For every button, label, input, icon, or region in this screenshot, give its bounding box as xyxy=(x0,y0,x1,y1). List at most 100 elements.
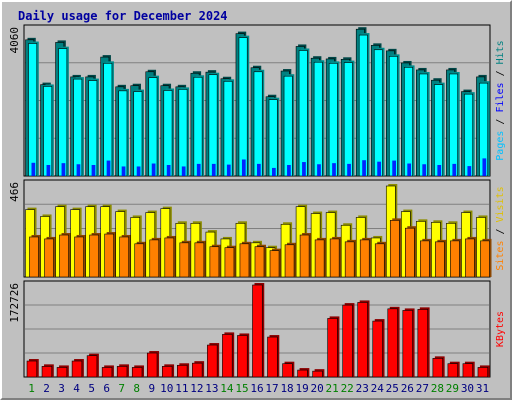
files-bar xyxy=(148,75,160,177)
kbytes-bar xyxy=(267,335,280,378)
sites-bar-face xyxy=(299,234,310,278)
sites-bar-face xyxy=(89,234,99,278)
sites-bar xyxy=(405,226,417,278)
files-bar-face xyxy=(298,50,308,177)
files-bar-face xyxy=(163,90,173,177)
kbytes-bar-face xyxy=(327,318,338,378)
files-bar xyxy=(328,61,340,177)
pages-bar xyxy=(272,167,276,176)
files-bar xyxy=(133,89,144,177)
pages-bar xyxy=(422,164,427,176)
kbytes-bar xyxy=(146,351,160,378)
files-bar-face xyxy=(193,76,203,177)
x-tick-label: 9 xyxy=(148,382,155,395)
x-tick-label: 1 xyxy=(28,382,35,395)
sites-bar xyxy=(164,235,176,278)
axis-label-separator: / xyxy=(495,113,506,131)
kbytes-bar-face xyxy=(116,366,128,378)
files-bar xyxy=(73,77,84,177)
x-tick-label: 23 xyxy=(356,382,369,395)
sites-bar-face xyxy=(164,237,175,278)
pages-bar xyxy=(91,164,96,176)
kbytes-bar xyxy=(41,364,54,378)
files-bar xyxy=(283,74,295,177)
files-bar xyxy=(163,88,175,177)
files-bar-face xyxy=(208,74,218,177)
sites-bar-face xyxy=(450,240,460,278)
x-tick-label: 6 xyxy=(103,382,110,395)
files-bar-face xyxy=(388,56,398,177)
panel-0-ymax-label: 4060 xyxy=(8,27,21,54)
kbytes-bar xyxy=(56,365,69,378)
kbytes-bar-face xyxy=(252,284,263,378)
files-bar-face xyxy=(103,63,113,177)
files-bar xyxy=(404,65,415,177)
files-bar-face xyxy=(238,37,248,177)
kbytes-bar-face xyxy=(402,310,413,378)
sites-bar xyxy=(74,234,86,278)
pages-bar xyxy=(121,166,126,176)
files-bar xyxy=(223,79,235,177)
x-tick-label: 22 xyxy=(341,382,354,395)
files-bar-face xyxy=(148,77,158,177)
pages-bar xyxy=(317,164,321,176)
files-bar-face xyxy=(404,67,413,177)
kbytes-bar-face xyxy=(357,302,368,378)
sites-bar-face xyxy=(209,246,220,278)
files-bar xyxy=(298,48,310,177)
pages-bar xyxy=(302,162,306,176)
kbytes-bar xyxy=(447,361,460,378)
kbytes-bar-face xyxy=(267,336,278,378)
kbytes-bar xyxy=(192,361,205,378)
kbytes-bar xyxy=(116,364,129,378)
files-bar xyxy=(88,78,99,177)
sites-bar xyxy=(89,233,101,278)
x-tick-label: 24 xyxy=(371,382,385,395)
sites-bar-face xyxy=(44,238,54,278)
pages-bar xyxy=(452,163,457,176)
kbytes-bar-face xyxy=(146,352,158,378)
pages-bar xyxy=(482,158,487,176)
sites-bar-face xyxy=(59,234,69,278)
files-bar xyxy=(313,60,325,177)
x-tick-label: 5 xyxy=(88,382,95,395)
kbytes-bar-face xyxy=(161,366,173,378)
files-bar-face xyxy=(358,34,368,177)
kbytes-bar xyxy=(161,364,175,378)
axis-label-pages: Pages xyxy=(495,131,506,161)
sites-bar-face xyxy=(134,243,145,278)
axis-label-separator: / xyxy=(495,222,506,240)
sites-bar-face xyxy=(104,233,114,278)
files-bar-face xyxy=(449,73,458,177)
kbytes-bar xyxy=(222,332,235,378)
kbytes-bar xyxy=(387,306,400,378)
kbytes-bar-face xyxy=(192,362,203,378)
kbytes-bar-face xyxy=(432,358,443,378)
kbytes-bar xyxy=(131,365,144,378)
files-bar xyxy=(43,84,54,177)
x-tick-label: 29 xyxy=(446,382,459,395)
kbytes-bar xyxy=(462,361,475,378)
pages-bar xyxy=(332,163,336,176)
sites-bar xyxy=(59,233,71,278)
sites-bar xyxy=(329,236,342,278)
kbytes-bar xyxy=(101,365,114,378)
x-tick-label: 11 xyxy=(175,382,188,395)
sites-bar-face xyxy=(29,236,39,278)
pages-bar xyxy=(31,162,36,176)
axis-label-kbytes: KBytes xyxy=(495,311,506,347)
sites-bar-face xyxy=(344,241,355,278)
x-tick-label: 19 xyxy=(295,382,308,395)
files-bar-face xyxy=(313,61,323,177)
x-tick-label: 13 xyxy=(205,382,218,395)
sites-bar xyxy=(269,248,282,278)
pages-bar xyxy=(196,163,201,176)
axis-label-sites: Sites xyxy=(495,241,506,271)
panel-2-axis-label: KBytes xyxy=(495,311,506,347)
files-bar xyxy=(373,47,385,177)
x-tick-label: 31 xyxy=(476,382,489,395)
x-tick-label: 14 xyxy=(220,382,234,395)
files-bar-face xyxy=(178,89,188,177)
files-bar-face xyxy=(434,84,443,177)
